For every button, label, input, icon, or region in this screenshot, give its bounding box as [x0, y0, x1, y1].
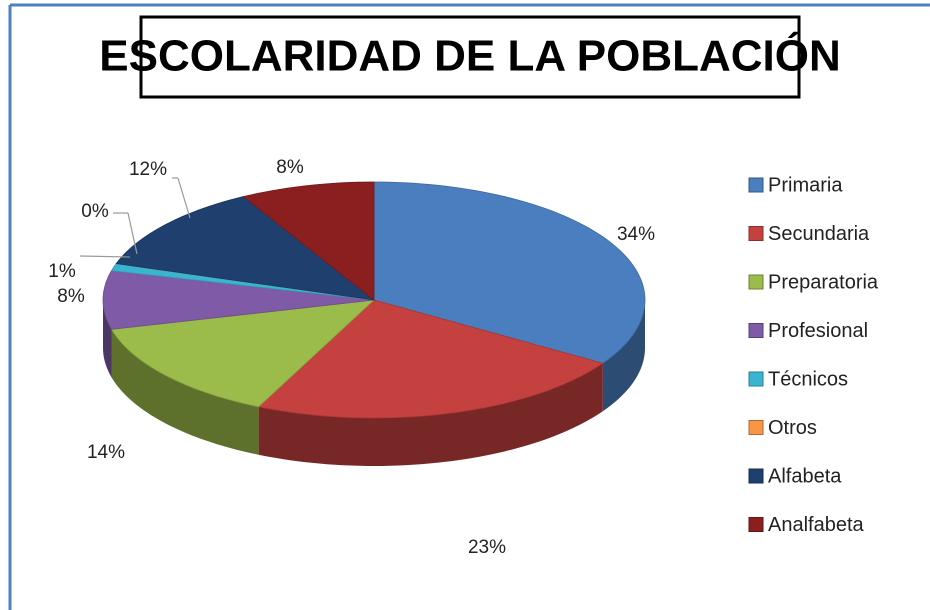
legend-swatch: [748, 226, 764, 241]
legend-swatch: [748, 420, 764, 435]
slice: [110, 299, 376, 408]
legend-swatch: [748, 274, 764, 290]
data-label: 1%: [48, 261, 76, 282]
slice: [115, 196, 376, 301]
legend-swatch: [748, 371, 764, 387]
legend-label: Alfabeta: [768, 465, 842, 487]
legend-label: Otros: [768, 417, 817, 439]
legend-swatch: [748, 177, 764, 193]
data-label: 8%: [57, 286, 85, 307]
data-label: 23%: [468, 537, 506, 558]
legend-label: Secundaria: [768, 223, 870, 245]
chart-title: ESCOLARIDAD DE LA POBLACIÓN: [99, 31, 841, 81]
slice-side: [258, 363, 603, 466]
title-box: [139, 15, 801, 99]
leader-line: [127, 212, 138, 255]
data-label: 0%: [81, 201, 109, 222]
legend-label: Analfabeta: [768, 514, 865, 536]
leader-line: [177, 177, 191, 219]
leader-line: [79, 255, 131, 258]
legend-swatch: [748, 468, 764, 484]
slice: [257, 299, 604, 419]
legend-swatch: [748, 323, 764, 338]
data-label: 34%: [617, 224, 655, 245]
slice-side: [103, 300, 112, 378]
slice-side: [602, 300, 645, 412]
slice-side: [111, 329, 259, 455]
data-label: 8%: [276, 157, 304, 178]
data-label: 14%: [87, 442, 125, 463]
legend-swatch: [748, 517, 764, 532]
legend-label: Primaria: [768, 174, 843, 196]
legend-label: Técnicos: [768, 368, 848, 390]
legend-label: Profesional: [768, 320, 868, 342]
legend-label: Preparatoria: [768, 271, 879, 293]
data-label: 12%: [129, 159, 167, 180]
slice: [102, 270, 375, 330]
slice: [373, 181, 646, 364]
slice: [242, 181, 375, 301]
